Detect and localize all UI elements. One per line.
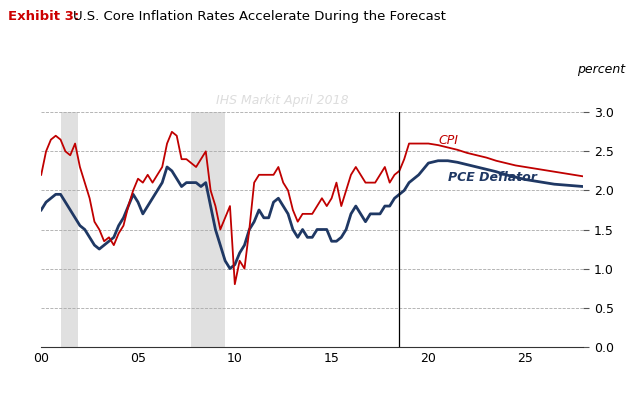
Text: CPI: CPI [438, 134, 458, 147]
Bar [191, 112, 225, 347]
Text: CPIU and PCE Deflators, Excluding Food and Energy: CPIU and PCE Deflators, Excluding Food a… [93, 69, 471, 84]
Text: U.S. Core Inflation Rates Accelerate During the Forecast: U.S. Core Inflation Rates Accelerate Dur… [73, 10, 446, 23]
Text: IHS Markit April 2018: IHS Markit April 2018 [216, 94, 349, 107]
Text: Exhibit 3:: Exhibit 3: [8, 10, 79, 23]
Text: percent: percent [577, 63, 625, 76]
Bar [61, 112, 78, 347]
Text: PCE Deflator: PCE Deflator [448, 171, 536, 184]
